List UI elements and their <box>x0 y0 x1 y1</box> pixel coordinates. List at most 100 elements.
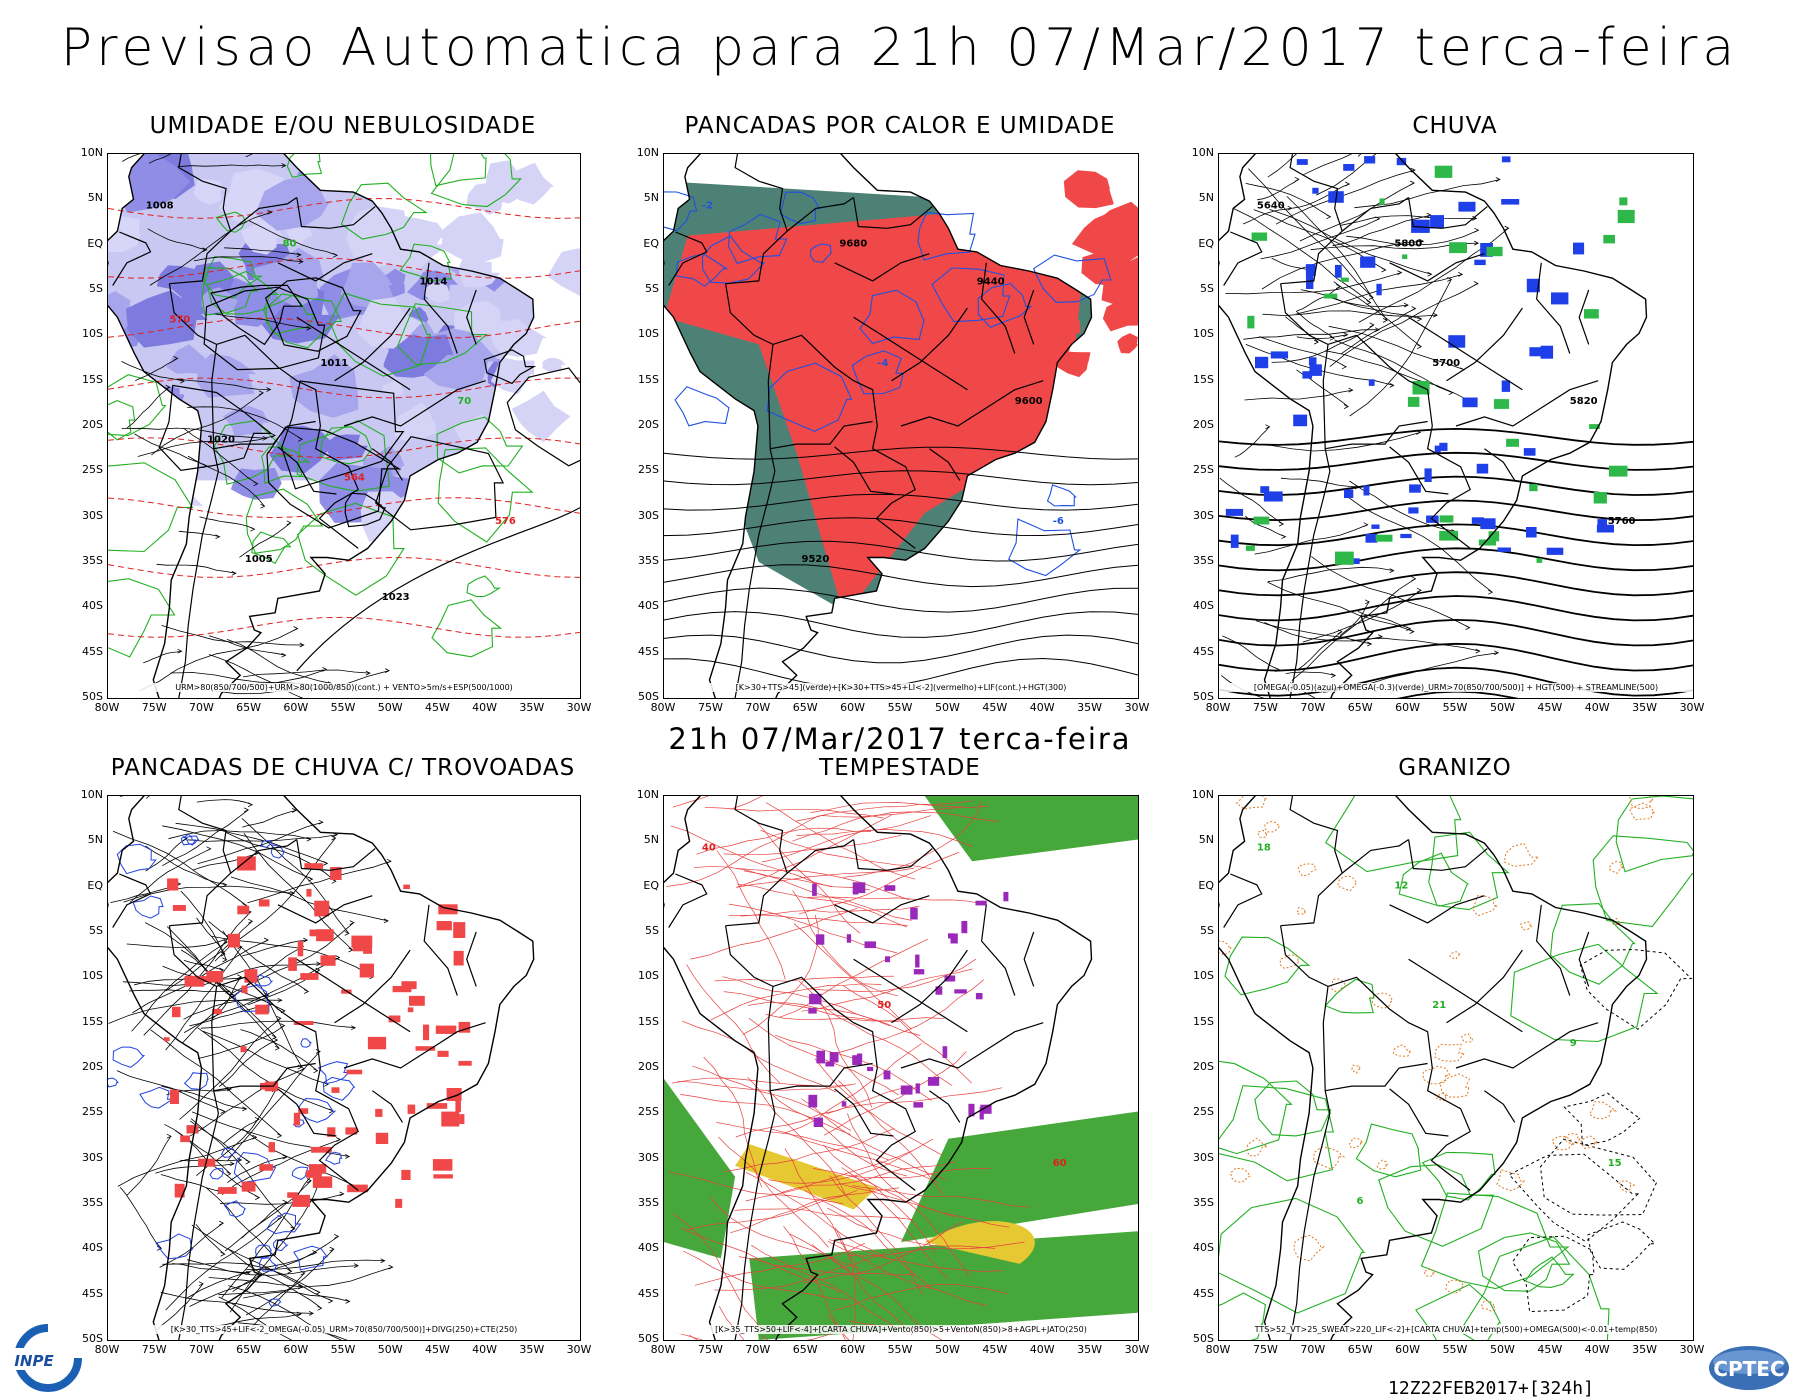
divergence-contour <box>266 1212 302 1235</box>
shower-cell <box>309 1164 327 1174</box>
omega-cell <box>1529 347 1545 357</box>
streamline-arrow <box>266 387 272 392</box>
streamline <box>215 313 311 329</box>
contour-label: 21 <box>1432 1000 1446 1011</box>
sea-humidity-cell <box>466 182 503 215</box>
wind-streamline <box>683 1250 849 1300</box>
lat-tick-label: 50S <box>82 1332 103 1345</box>
lon-tick-label: 55W <box>1442 1343 1468 1356</box>
panel-caption: [K>30_TTS>45+LIF<-2_OMEGA(-0.05)_URM>70(… <box>108 1325 580 1334</box>
country-border <box>178 1090 220 1340</box>
contour-label: -2 <box>702 200 713 211</box>
wind-streamline <box>801 1098 947 1180</box>
country-border <box>1389 1088 1449 1137</box>
wind-streamline <box>765 1014 945 1022</box>
lat-tick-label: 40S <box>1193 599 1214 613</box>
streamline <box>149 211 272 286</box>
panel-caption: TTS>52_VT>25_SWEAT>220_LIF<-2]+[CARTA CH… <box>1219 1325 1693 1334</box>
lat-tick-label: 25S <box>82 1105 103 1119</box>
streamline-arrow <box>1427 271 1433 277</box>
jet-yellow-shading <box>924 1221 1035 1264</box>
shower-cell <box>436 921 452 931</box>
country-border <box>834 1088 894 1137</box>
divergence-contour <box>139 1086 175 1109</box>
wind-streamline <box>737 814 892 888</box>
shower-cell <box>392 986 412 993</box>
omega-cell <box>1253 516 1270 525</box>
streamline-arrow <box>316 961 322 967</box>
streamline-arrow <box>1294 176 1300 182</box>
lat-tick-label: 50S <box>82 690 103 703</box>
map-heat: -2 -4 -6 9680 9600 9520 9440 [K>30+TTS>45](verd… <box>663 153 1139 699</box>
omega-cell <box>1376 283 1382 296</box>
streamline-arrow <box>328 1298 334 1304</box>
shower-cell <box>331 1087 340 1093</box>
lat-tick-label: 20S <box>82 418 103 431</box>
omega-cell <box>1476 463 1489 474</box>
streamline <box>240 1029 318 1072</box>
temp500-contour <box>1420 1192 1570 1290</box>
wind-streamline <box>813 1168 991 1179</box>
streamline <box>129 848 211 903</box>
wind-streamline <box>686 1190 858 1231</box>
red-ocean-cell <box>1063 170 1114 209</box>
streamline <box>1244 389 1353 401</box>
streamline-arrow <box>166 1133 172 1139</box>
streamline-arrow <box>308 1311 314 1316</box>
country-border <box>980 904 1016 996</box>
humidity-cell <box>326 434 368 462</box>
lifted-index-contour <box>727 213 788 264</box>
omega-cell <box>1597 519 1607 531</box>
country-border <box>1446 307 1523 382</box>
contour-label: 1023 <box>382 592 410 603</box>
shower-cell <box>218 1187 237 1194</box>
contour-label: 1020 <box>207 434 235 445</box>
contour-label: 9520 <box>802 554 830 565</box>
lat-tick-label: 10S <box>1193 327 1214 341</box>
divergence-contour <box>108 1077 119 1088</box>
streamline <box>160 1174 222 1193</box>
wind-streamline <box>761 815 932 863</box>
rh-contour <box>329 292 432 377</box>
lat-tick-label: 5N <box>1198 191 1214 205</box>
omega-contour <box>1295 906 1306 915</box>
lat-tick-label: 5N <box>643 191 659 205</box>
streamline-arrow <box>331 835 337 841</box>
inpe-logo: INPE <box>4 1320 88 1396</box>
streamline <box>122 154 141 162</box>
streamline <box>1292 183 1350 209</box>
storm-cell <box>910 907 918 920</box>
streamline <box>1357 611 1411 630</box>
storm-cell <box>915 1083 920 1094</box>
streamline-arrow <box>1265 424 1271 430</box>
wind-streamline <box>730 796 763 810</box>
omega-cell <box>1260 486 1270 493</box>
rh-contour <box>437 447 534 543</box>
wind-streamline <box>670 825 832 888</box>
red-ocean-cell <box>1095 201 1138 260</box>
country-border <box>1578 289 1590 345</box>
contour-label: 1014 <box>420 277 448 288</box>
streamline-arrow <box>332 252 338 258</box>
omega-cell <box>1343 164 1355 171</box>
streamline <box>1271 324 1375 363</box>
wind-streamline <box>672 796 709 808</box>
wind-streamline <box>789 1233 913 1335</box>
shower-cell <box>237 905 250 915</box>
country-border <box>871 1067 916 1191</box>
shower-cell <box>288 957 297 971</box>
country-border <box>168 925 321 1069</box>
lat-tick-label: 15S <box>82 372 103 386</box>
streamline <box>1299 182 1415 242</box>
wind-streamline <box>784 1043 922 1134</box>
lon-tick-label: 35W <box>1632 701 1658 714</box>
country-border <box>296 839 376 871</box>
wind-streamline <box>803 1221 963 1284</box>
lat-tick-label: 5S <box>1200 282 1214 295</box>
pressure-contour <box>210 284 303 346</box>
streamline <box>1333 281 1422 348</box>
divergence-contour <box>300 1038 313 1048</box>
shower-cell <box>241 985 248 994</box>
map-layers: -2 -4 -6 9680 9600 9520 9440 <box>664 154 1138 698</box>
height-contour <box>664 540 1138 562</box>
